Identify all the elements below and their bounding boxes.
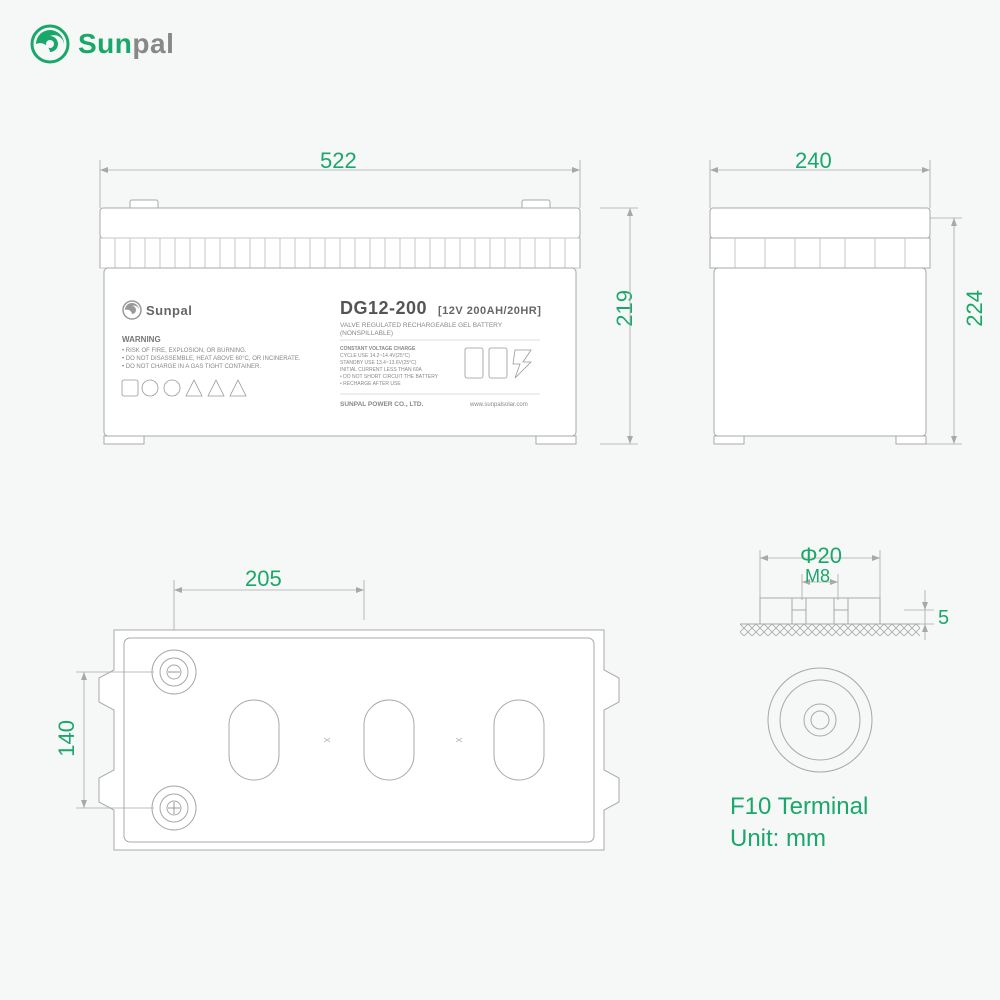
front-view: Sunpal WARNING • RISK OF FIRE, EXPLOSION… (60, 150, 600, 470)
spec-l4: • DO NOT SHORT CIRCUIT THE BATTERY (340, 374, 439, 380)
label-brand: Sunpal (146, 303, 192, 318)
logo-text-2: pal (132, 28, 174, 59)
top-view (64, 560, 624, 900)
warn-l1: • RISK OF FIRE, EXPLOSION, OR BURNING. (122, 348, 247, 354)
terminal-unit: Unit: mm (730, 822, 826, 856)
dim-width: 240 (795, 148, 832, 174)
spec-l2: STANDBY USE 13.4~13.6V(25°C) (340, 360, 417, 366)
company: SUNPAL POWER CO., LTD. (340, 401, 424, 408)
desc1: VALVE REGULATED RECHARGEABLE GEL BATTERY (340, 322, 503, 329)
dim-thread: M8 (805, 566, 830, 587)
desc2: (NONSPILLABLE) (340, 330, 393, 337)
warn-l2: • DO NOT DISASSEMBLE, HEAT ABOVE 60°C, O… (122, 356, 301, 362)
spec-l1: CYCLE USE 14.2~14.4V(25°C) (340, 353, 410, 359)
dim-flange: 5 (938, 607, 949, 630)
spec-l3: INITIAL CURRENT LESS THAN 60A (340, 367, 423, 373)
side-view (690, 150, 970, 470)
logo-text: Sunpal (78, 28, 174, 60)
dim-height-body: 224 (962, 290, 988, 327)
logo-text-1: Sun (78, 28, 132, 59)
dim-term-y: 140 (54, 720, 80, 757)
model: DG12-200 (340, 298, 427, 318)
dim-term-x: 205 (245, 566, 282, 592)
terminal-name: F10 Terminal (730, 790, 868, 824)
warning-title: WARNING (122, 335, 161, 344)
rating: [12V 200AH/20HR] (438, 305, 541, 317)
spec-l5: • RECHARGE AFTER USE (340, 381, 401, 387)
spec-title: CONSTANT VOLTAGE CHARGE (340, 346, 416, 352)
warn-l3: • DO NOT CHARGE IN A GAS TIGHT CONTAINER… (122, 364, 261, 370)
logo-swirl-icon (30, 24, 70, 64)
terminal-detail (720, 540, 960, 800)
brand-logo: Sunpal (30, 24, 174, 64)
dim-length: 522 (320, 148, 357, 174)
site: www.sunpalsolar.com (469, 402, 528, 408)
dim-line-h1 (600, 200, 640, 450)
